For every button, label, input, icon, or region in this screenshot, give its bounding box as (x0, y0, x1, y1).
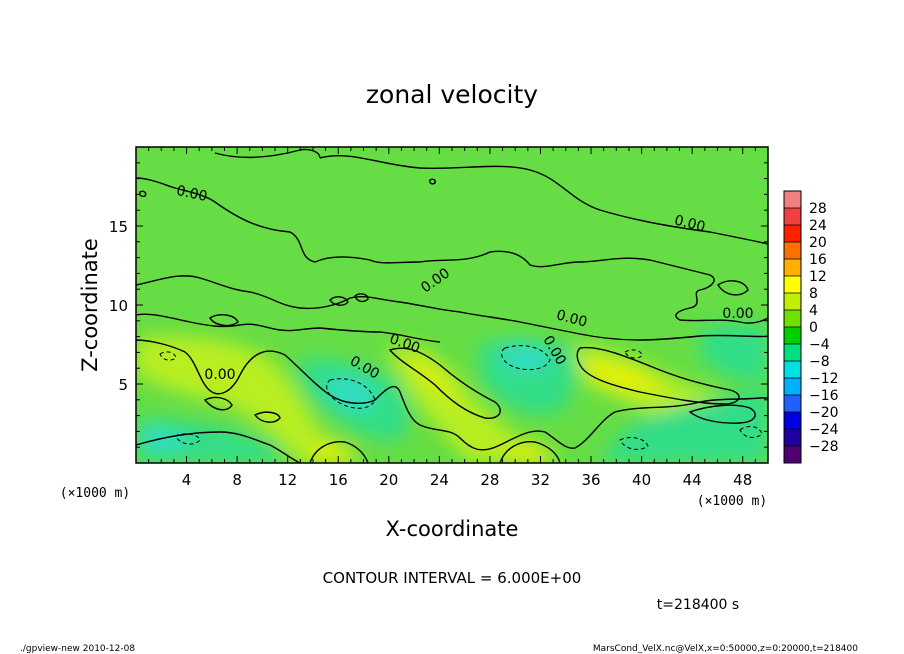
colorbar-label: 8 (809, 286, 818, 302)
time-label: t=218400 s (657, 597, 739, 613)
colorbar-label: −4 (809, 337, 830, 353)
contour-label: 0.00 (175, 183, 209, 205)
contour-line (319, 155, 768, 245)
colorbar-label: −8 (809, 354, 830, 370)
chart-title: zonal velocity (366, 80, 538, 109)
colorbar-swatch (784, 242, 801, 259)
strong-negative-region (501, 345, 550, 370)
colorbar-label: −28 (809, 439, 839, 455)
contour-line (309, 441, 369, 463)
dashed-contour (174, 433, 201, 445)
x-tick-label: 20 (379, 471, 398, 489)
x-tick-label: 32 (531, 471, 550, 489)
colorbar-label: −12 (809, 371, 839, 387)
x-axis-title: X-coordinate (386, 517, 519, 541)
colorbar-label: −24 (809, 422, 839, 438)
colorbar-swatch (784, 395, 801, 412)
y-axis: 5 10 15 (109, 162, 768, 448)
contour-label: 0.00 (555, 307, 589, 331)
contour-line (136, 177, 768, 324)
contour-line (499, 441, 561, 463)
colorbar-swatch (784, 378, 801, 395)
y-axis-title: Z-coordinate (78, 238, 102, 372)
contour-label: 0.00 (204, 367, 235, 383)
dashed-contour (501, 345, 551, 370)
colorbar-swatch (784, 259, 801, 276)
footer-left: ./gpview-new 2010-12-08 (20, 644, 135, 654)
colorbar-swatch (784, 429, 801, 446)
colorbar-label: 20 (809, 235, 827, 251)
contour-line (136, 431, 301, 463)
strong-positive-region (414, 355, 460, 396)
contour-interval-note: CONTOUR INTERVAL = 6.000E+00 (323, 569, 582, 587)
negative-region (136, 418, 290, 463)
contour-label: 0.00 (673, 212, 707, 235)
strong-positive-region (312, 445, 550, 463)
x-axis: 4 8 12 16 20 24 28 32 36 40 44 48 (148, 147, 756, 489)
x-tick-label: 48 (733, 471, 752, 489)
colorbar-label: 12 (809, 269, 827, 285)
colorbar-swatch (784, 276, 801, 293)
colorbar-label: 24 (809, 218, 827, 234)
colorbar-swatch (784, 208, 801, 225)
colorbar-label: −20 (809, 405, 839, 421)
contour-line (136, 339, 768, 451)
x-tick-label: 8 (232, 471, 242, 489)
z-unit-label: (×1000 m) (60, 486, 130, 501)
y-tick-label: 15 (109, 218, 128, 236)
x-tick-label: 16 (329, 471, 348, 489)
contour-line (209, 280, 749, 327)
contour-line (388, 347, 501, 419)
x-tick-label: 40 (632, 471, 651, 489)
colorbar-swatch (784, 327, 801, 344)
colorbar-label: −16 (809, 388, 839, 404)
colorbar-swatch (784, 446, 801, 463)
x-tick-label: 24 (430, 471, 449, 489)
contour-line (688, 404, 756, 424)
colorbar-label: 16 (809, 252, 827, 268)
plot-area: 0.000.000.000.000.000.000.000.000.00 (136, 147, 768, 463)
x-tick-label: 36 (581, 471, 600, 489)
contour-lines (136, 148, 768, 463)
dashed-contour (326, 378, 376, 409)
contour-label: 0.00 (722, 306, 753, 322)
strong-negative-region (326, 378, 375, 409)
colorbar-label: 28 (809, 201, 827, 217)
x-tick-label: 12 (278, 471, 297, 489)
colorbar-swatch (784, 225, 801, 242)
y-tick-label: 10 (109, 297, 128, 315)
colorbar-swatch (784, 191, 801, 208)
colorbar-swatch (784, 293, 801, 310)
y-tick-label: 5 (118, 376, 128, 394)
contour-line (136, 275, 768, 341)
field-shading (136, 324, 768, 463)
colorbar-swatch (784, 310, 801, 327)
colorbar-label: 0 (809, 320, 818, 336)
x-tick-label: 44 (683, 471, 702, 489)
dashed-contour (619, 437, 649, 450)
dashed-contour (739, 426, 763, 438)
contour-line (576, 346, 740, 405)
negative-contours (159, 345, 763, 450)
contour-line (136, 313, 441, 343)
colorbar-label: 4 (809, 303, 818, 319)
x-unit-label: (×1000 m) (697, 494, 767, 509)
contour-line (253, 411, 281, 423)
negative-region (700, 324, 768, 381)
colorbar-swatch (784, 344, 801, 361)
footer-right: MarsCond_VelX.nc@VelX,x=0:50000,z=0:2000… (593, 644, 858, 654)
strong-negative-region (140, 429, 190, 449)
contour-line (203, 396, 233, 411)
x-tick-label: 4 (182, 471, 192, 489)
colorbar-swatch (784, 361, 801, 378)
positive-region (136, 335, 360, 463)
colorbar-swatch (784, 412, 801, 429)
x-tick-label: 28 (480, 471, 499, 489)
negative-region (600, 390, 768, 463)
